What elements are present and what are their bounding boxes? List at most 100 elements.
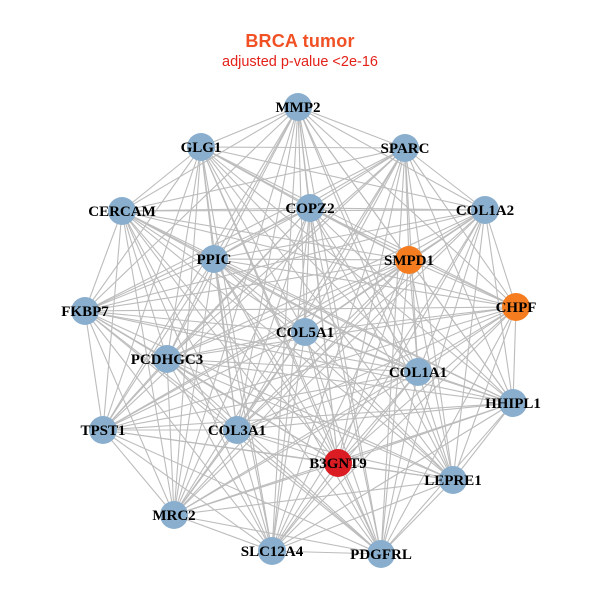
network-node-PPIC [200, 245, 228, 273]
edge-COPZ2-SMPD1 [309, 207, 410, 261]
network-node-TPST1 [89, 416, 117, 444]
edge-FKBP7-MRC2 [84, 310, 175, 516]
node-label-COL3A1: COL3A1 [208, 423, 266, 439]
edge-SMPD1-CHPF [408, 259, 517, 308]
edge-GLG1-CERCAM [121, 146, 202, 212]
edge-COPZ2-HHIPL1 [309, 207, 514, 404]
edge-MMP2-MRC2 [173, 106, 299, 516]
edge-MMP2-COL1A1 [297, 106, 419, 373]
edge-LEPRE1-PDGFRL [380, 479, 454, 555]
edge-CERCAM-SMPD1 [121, 210, 410, 261]
node-label-SLC12A4: SLC12A4 [241, 544, 304, 560]
edge-FKBP7-HHIPL1 [84, 310, 514, 404]
edge-SPARC-PDGFRL [380, 147, 406, 555]
node-layer [71, 93, 530, 568]
edge-MRC2-PDGFRL [173, 514, 382, 555]
node-label-MMP2: MMP2 [276, 100, 321, 116]
network-node-PCDHGC3 [153, 345, 181, 373]
edge-CERCAM-PCDHGC3 [121, 210, 168, 360]
edge-GLG1-FKBP7 [84, 146, 202, 312]
edge-HHIPL1-TPST1 [102, 402, 514, 431]
edge-PPIC-LEPRE1 [213, 258, 454, 481]
edge-SPARC-COL5A1 [304, 147, 406, 333]
edge-PPIC-CHPF [213, 258, 517, 308]
network-node-CHPF [502, 293, 530, 321]
node-label-SPARC: SPARC [381, 141, 430, 157]
network-node-CERCAM [108, 197, 136, 225]
node-label-CHPF: CHPF [496, 300, 537, 316]
edge-CHPF-SLC12A4 [271, 306, 517, 552]
edge-MMP2-PPIC [213, 106, 299, 260]
node-label-MRC2: MRC2 [152, 508, 195, 524]
node-label-FKBP7: FKBP7 [61, 304, 109, 320]
edge-PCDHGC3-TPST1 [102, 358, 168, 431]
network-node-SPARC [391, 134, 419, 162]
edge-SPARC-B3GNT9 [337, 147, 406, 464]
edge-LEPRE1-MRC2 [173, 479, 454, 516]
network-node-SMPD1 [395, 246, 423, 274]
edge-SPARC-LEPRE1 [404, 147, 454, 481]
edge-COPZ2-COL1A2 [309, 207, 486, 211]
edge-COL1A2-CHPF [484, 209, 517, 308]
edge-GLG1-TPST1 [102, 146, 202, 431]
edge-GLG1-COL1A2 [200, 146, 486, 211]
edge-COPZ2-PPIC [213, 207, 311, 260]
edge-PCDHGC3-SLC12A4 [166, 358, 273, 552]
edge-TPST1-SLC12A4 [102, 429, 273, 552]
network-node-FKBP7 [71, 297, 99, 325]
edge-COL1A1-B3GNT9 [337, 371, 419, 464]
edge-SPARC-HHIPL1 [404, 147, 514, 404]
edge-SMPD1-COL3A1 [236, 259, 410, 431]
edge-MMP2-SPARC [297, 106, 406, 149]
edge-COL1A2-PPIC [213, 209, 486, 260]
edge-GLG1-MRC2 [173, 146, 202, 516]
edge-SPARC-COPZ2 [309, 147, 406, 209]
edge-COL3A1-MRC2 [173, 429, 238, 516]
edge-COL5A1-PCDHGC3 [166, 331, 306, 360]
node-label-PCDHGC3: PCDHGC3 [131, 352, 204, 368]
edge-SMPD1-B3GNT9 [337, 259, 410, 464]
edge-COL3A1-B3GNT9 [236, 429, 339, 464]
edge-SPARC-COL3A1 [236, 147, 406, 431]
edge-PCDHGC3-MRC2 [166, 358, 175, 516]
edge-CHPF-COL5A1 [304, 306, 517, 333]
node-label-B3GNT9: B3GNT9 [309, 456, 367, 472]
edge-PPIC-B3GNT9 [213, 258, 339, 464]
edge-SMPD1-TPST1 [102, 259, 410, 431]
edge-PPIC-COL1A1 [213, 258, 419, 373]
edge-CERCAM-FKBP7 [84, 210, 123, 312]
edge-COL1A2-TPST1 [102, 209, 486, 431]
edge-COL1A2-HHIPL1 [484, 209, 514, 404]
node-label-PPIC: PPIC [197, 252, 232, 268]
edge-CHPF-PDGFRL [380, 306, 517, 555]
network-node-COL3A1 [223, 416, 251, 444]
edge-SPARC-COL1A2 [404, 147, 486, 211]
network-node-SLC12A4 [258, 537, 286, 565]
edge-PPIC-PCDHGC3 [166, 258, 215, 360]
edge-CHPF-TPST1 [102, 306, 517, 431]
edge-MMP2-GLG1 [200, 106, 299, 148]
network-node-COL1A1 [404, 358, 432, 386]
edge-FKBP7-COL1A1 [84, 310, 419, 373]
edge-PCDHGC3-COL1A1 [166, 358, 419, 373]
edge-COPZ2-TPST1 [102, 207, 311, 431]
edge-COL1A1-COL3A1 [236, 371, 419, 431]
edge-CHPF-PCDHGC3 [166, 306, 517, 360]
edge-CHPF-COL3A1 [236, 306, 517, 431]
edge-COPZ2-COL3A1 [236, 207, 311, 431]
edge-PCDHGC3-HHIPL1 [166, 358, 514, 404]
edge-HHIPL1-LEPRE1 [452, 402, 514, 481]
edge-CERCAM-LEPRE1 [121, 210, 454, 481]
edge-COL1A1-PDGFRL [380, 371, 419, 555]
edge-COL1A1-LEPRE1 [417, 371, 454, 481]
edge-COPZ2-LEPRE1 [309, 207, 454, 481]
edge-CERCAM-TPST1 [102, 210, 123, 431]
edge-SPARC-FKBP7 [84, 147, 406, 312]
edge-MRC2-SLC12A4 [173, 514, 273, 552]
edge-COL1A1-HHIPL1 [417, 371, 514, 404]
edge-B3GNT9-LEPRE1 [337, 462, 454, 481]
network-node-COPZ2 [296, 194, 324, 222]
network-node-GLG1 [187, 133, 215, 161]
edge-GLG1-HHIPL1 [200, 146, 514, 404]
